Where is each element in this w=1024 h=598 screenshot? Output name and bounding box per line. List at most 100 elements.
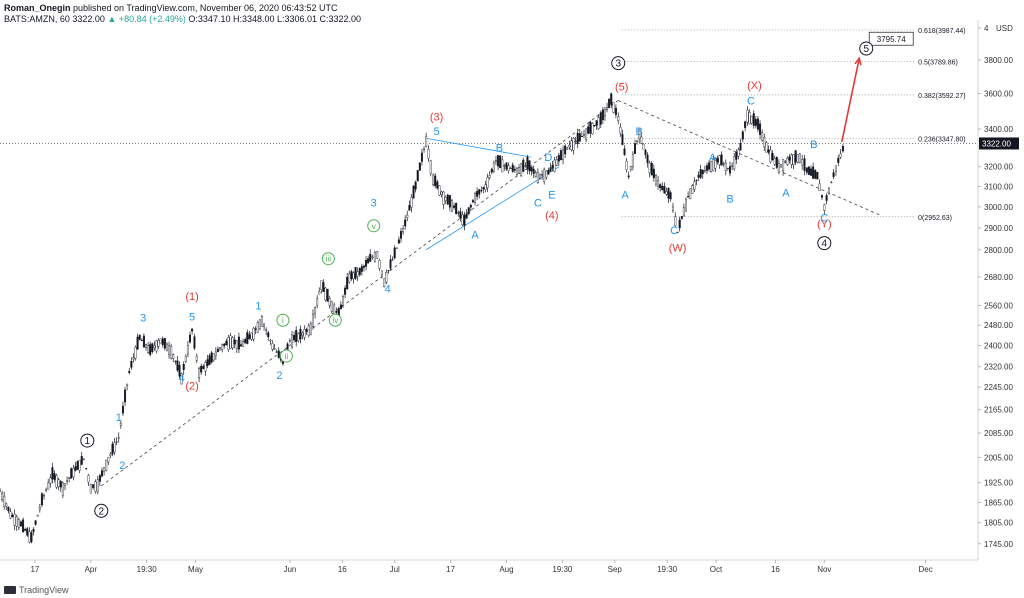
candle-body [57,479,60,488]
wave-label-minuette: ii [285,352,289,361]
candle-body [82,458,85,460]
candle-body [240,344,243,347]
candle-body [330,301,333,312]
wave-label-minor: 4 [179,372,185,384]
candle-body [741,131,744,140]
candle-body [335,310,338,313]
candle-body [5,503,8,507]
x-tick-label: 16 [771,565,780,574]
candle-body [714,158,717,169]
candle-body [316,298,319,306]
candle-body [564,145,567,155]
candle-body [744,121,747,128]
candle-body [38,507,41,510]
candle-body [176,360,179,371]
candle-body [606,107,609,110]
y-tick-label: 2245.00 [984,383,1013,392]
candle-body [275,351,278,353]
publish-date: published on TradingView.com, November 0… [70,3,338,13]
candle-body [438,185,441,196]
candle-body [547,169,550,175]
wave-label-minor: 1 [116,412,122,424]
candle-body [322,282,325,292]
candle-body [107,456,110,463]
candle-body [309,323,312,335]
candle-body [474,193,477,203]
candle-body [619,126,622,134]
candle-body [13,513,16,526]
candle-body [503,165,506,167]
candle-body [303,329,306,338]
fib-level-label: 0.382(3592.27) [918,93,965,100]
wave-label-primary: 5 [863,44,869,55]
candle-body [208,355,211,365]
candle-body [478,189,481,195]
candle-body [354,267,357,279]
candle-body [61,482,64,496]
candle-body [724,162,727,171]
candle-body [532,168,535,174]
wave-label-intermediate: (4) [545,210,558,222]
candle-body [841,145,844,152]
target-arrow-head [854,56,862,66]
candle-body [288,340,291,342]
candle-body [652,168,655,179]
x-tick-label: 16 [338,565,347,574]
candle-body [549,167,552,172]
candle-body [796,154,799,163]
candle-body [541,174,544,176]
wave-label-intermediate: (W) [669,243,687,255]
candle-body [538,174,541,179]
candle-body [526,157,529,170]
candle-body [138,334,141,340]
candle-body [729,166,732,174]
y-tick-label: 2400.00 [984,342,1013,351]
candle-body [708,162,711,170]
candle-body [591,123,594,135]
candle-body [136,336,139,350]
candle-body [703,170,706,172]
candle-body [467,207,470,215]
x-tick-label: Dec [918,565,932,574]
candle-body [425,136,428,147]
candle-body [507,165,510,171]
candle-body [7,506,10,512]
candle-body [669,192,672,200]
candle-body [767,149,770,153]
candle-body [657,180,660,187]
candle-body [371,256,374,258]
candle-body [820,195,823,198]
candle-body [748,112,751,125]
candle-body [89,484,92,494]
candle-body [746,109,749,123]
author-name[interactable]: Roman_Onegin [4,3,71,13]
wave-label-minor: A [782,188,790,200]
candle-body [678,219,681,229]
candle-body [212,353,215,361]
candle-body [389,259,392,269]
candle-body [391,259,394,261]
candle-body [752,113,755,126]
candle-body [589,121,592,134]
fib-level-label: 0.236(3347.80) [918,137,965,144]
candle-body [206,359,209,367]
wave-circle-marker [80,433,95,448]
y-tick-label: 2560.00 [984,301,1013,310]
candle-body [559,150,562,161]
y-tick-label: 4 [984,24,989,33]
wave-label-minor: B [810,139,817,151]
tradingview-logo[interactable]: TradingView [4,585,69,595]
candle-body [722,163,725,165]
wave-label-intermediate: (X) [747,80,762,92]
candle-body [642,143,645,150]
wave-circle-marker [321,252,335,266]
candle-body [480,190,483,192]
candle-body [124,389,127,403]
x-tick-label: 19:30 [137,565,158,574]
symbol-name[interactable]: BATS:AMZN, 60 [4,14,70,24]
candle-body [446,194,449,205]
candle-body [130,360,133,368]
candle-body [367,258,370,264]
wave-label-minor: E [548,190,555,202]
